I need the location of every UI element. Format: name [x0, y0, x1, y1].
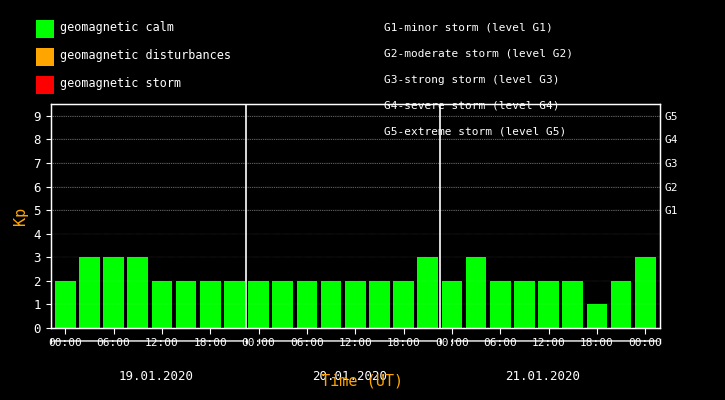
Bar	[224, 281, 244, 328]
Bar	[465, 257, 486, 328]
Text: geomagnetic disturbances: geomagnetic disturbances	[60, 50, 231, 62]
Bar	[152, 281, 172, 328]
Bar	[248, 281, 269, 328]
Text: G1-minor storm (level G1): G1-minor storm (level G1)	[384, 23, 553, 33]
Text: G3-strong storm (level G3): G3-strong storm (level G3)	[384, 75, 560, 85]
Bar	[103, 257, 124, 328]
Text: 19.01.2020: 19.01.2020	[118, 370, 194, 384]
Bar	[79, 257, 99, 328]
Text: 20.01.2020: 20.01.2020	[312, 370, 386, 384]
Bar	[128, 257, 148, 328]
Text: G4-severe storm (level G4): G4-severe storm (level G4)	[384, 101, 560, 111]
Bar	[610, 281, 631, 328]
Bar	[514, 281, 534, 328]
Bar	[587, 304, 607, 328]
Text: G2-moderate storm (level G2): G2-moderate storm (level G2)	[384, 49, 573, 59]
Bar	[538, 281, 559, 328]
Bar	[369, 281, 389, 328]
Bar	[200, 281, 220, 328]
Text: geomagnetic calm: geomagnetic calm	[60, 22, 174, 34]
Bar	[563, 281, 583, 328]
Bar	[175, 281, 196, 328]
Y-axis label: Kp: Kp	[13, 207, 28, 225]
Bar	[442, 281, 462, 328]
Bar	[320, 281, 341, 328]
Bar	[635, 257, 655, 328]
Text: Time (UT): Time (UT)	[321, 373, 404, 388]
Bar	[418, 257, 438, 328]
Bar	[490, 281, 510, 328]
Text: 21.01.2020: 21.01.2020	[505, 370, 580, 384]
Bar	[345, 281, 365, 328]
Bar	[55, 281, 75, 328]
Bar	[273, 281, 293, 328]
Bar	[297, 281, 317, 328]
Bar	[393, 281, 414, 328]
Text: geomagnetic storm: geomagnetic storm	[60, 78, 181, 90]
Text: G5-extreme storm (level G5): G5-extreme storm (level G5)	[384, 127, 566, 137]
